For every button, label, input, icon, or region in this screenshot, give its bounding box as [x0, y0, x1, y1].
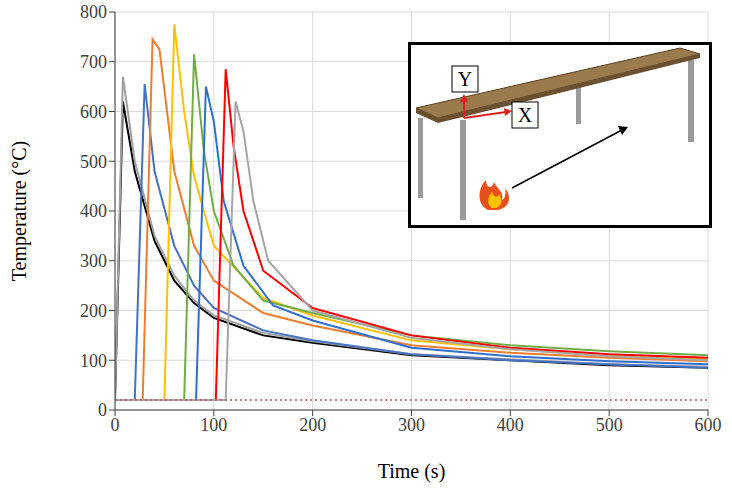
- svg-text:200: 200: [299, 415, 326, 435]
- svg-text:400: 400: [497, 415, 524, 435]
- svg-text:700: 700: [80, 52, 107, 72]
- svg-text:300: 300: [80, 251, 107, 271]
- svg-text:300: 300: [398, 415, 425, 435]
- svg-text:400: 400: [80, 201, 107, 221]
- svg-text:Time (s): Time (s): [378, 460, 446, 483]
- svg-text:X: X: [518, 104, 533, 126]
- svg-text:100: 100: [200, 415, 227, 435]
- svg-text:Temperature (°C): Temperature (°C): [8, 141, 31, 281]
- svg-text:600: 600: [80, 102, 107, 122]
- svg-text:800: 800: [80, 2, 107, 22]
- svg-text:Y: Y: [458, 68, 472, 90]
- svg-text:100: 100: [80, 351, 107, 371]
- svg-text:500: 500: [80, 152, 107, 172]
- svg-text:0: 0: [98, 400, 107, 420]
- svg-text:200: 200: [80, 301, 107, 321]
- svg-text:500: 500: [596, 415, 623, 435]
- svg-text:600: 600: [695, 415, 722, 435]
- svg-text:0: 0: [111, 415, 120, 435]
